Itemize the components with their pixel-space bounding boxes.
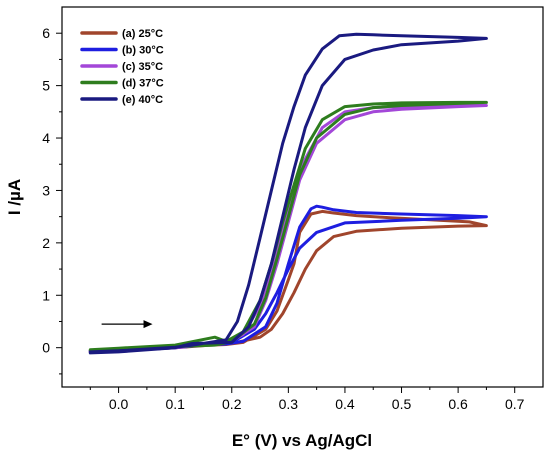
legend-label-0: (a) 25°C xyxy=(122,28,163,40)
series-line-0 xyxy=(88,209,488,354)
x-tick-label: 0.2 xyxy=(222,396,242,412)
x-tick-label: 0.4 xyxy=(335,396,355,412)
series-line-4 xyxy=(88,32,488,355)
axis-ticks: 0.0 0.1 0.2 0.3 0.4 0.5 0.6 0.7 0 1 2 3 4 5 6 xyxy=(42,25,524,412)
scan-direction-arrow-head xyxy=(143,320,153,329)
legend-label-2: (c) 35°C xyxy=(122,61,163,73)
y-tick-label: 3 xyxy=(42,182,50,198)
x-tick-label: 0.3 xyxy=(279,396,299,412)
y-tick-label: 4 xyxy=(42,130,50,146)
x-tick-label: 0.1 xyxy=(165,396,185,412)
x-tick-label: 0.0 xyxy=(109,396,129,412)
series-layer xyxy=(88,32,488,355)
legend-label-3: (d) 37°C xyxy=(122,78,164,90)
legend: (a) 25°C (b) 30°C (c) 35°C (d) 37°C (e) 40°C xyxy=(80,28,164,106)
series-line-3 xyxy=(88,100,488,352)
y-tick-label: 1 xyxy=(42,287,50,303)
y-tick-label: 5 xyxy=(42,78,50,94)
x-axis-title: E° (V) vs Ag/AgCl xyxy=(232,431,372,450)
y-tick-label: 2 xyxy=(42,235,50,251)
y-tick-label: 0 xyxy=(42,340,50,356)
arrow-layer xyxy=(101,320,153,329)
legend-label-1: (b) 30°C xyxy=(122,45,164,57)
y-axis-title: I /µA xyxy=(5,179,24,215)
legend-label-4: (e) 40°C xyxy=(122,94,163,106)
x-tick-label: 0.6 xyxy=(448,396,468,412)
x-tick-label: 0.5 xyxy=(392,396,412,412)
y-tick-label: 6 xyxy=(42,25,50,41)
plot-frame xyxy=(61,6,544,388)
x-tick-label: 0.7 xyxy=(505,396,525,412)
series-line-1 xyxy=(88,204,488,354)
